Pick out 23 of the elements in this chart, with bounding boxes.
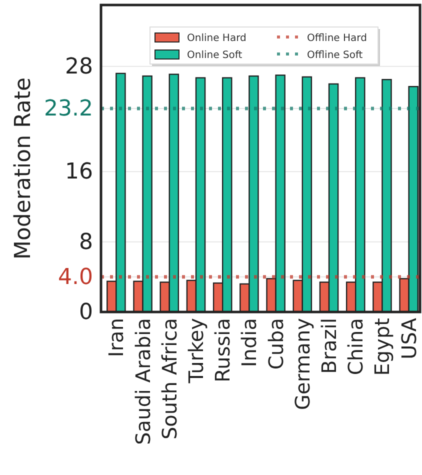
y-tick-label: 28	[65, 54, 93, 80]
y-tick-label: 23.2	[44, 96, 93, 122]
x-tick-label: Iran	[104, 318, 128, 358]
y-tick-label: 8	[79, 230, 93, 255]
x-tick-label: India	[237, 318, 262, 368]
x-tick-label: Turkey	[184, 318, 208, 384]
x-tick-label: Saudi Arabia	[130, 318, 155, 445]
y-tick-label: 0	[79, 300, 93, 326]
x-tick-label: Cuba	[264, 318, 288, 370]
x-tick-label: Russia	[210, 318, 235, 382]
y-tick-label: 4.0	[58, 264, 93, 290]
x-tick-label: China	[344, 318, 368, 376]
legend-label: Offline Soft	[307, 50, 363, 61]
y-tick-label: 16	[65, 160, 93, 185]
x-tick-label: Egypt	[370, 318, 394, 376]
x-tick-label: South Africa	[157, 318, 182, 440]
legend-label: Online Hard	[187, 33, 246, 44]
x-tick-label: Germany	[290, 318, 314, 410]
legend-label: Online Soft	[187, 50, 242, 61]
legend-label: Offline Hard	[307, 33, 367, 44]
x-tick-label: Brazil	[317, 318, 342, 374]
x-tick-label: USA	[396, 318, 421, 360]
y-axis-title: Moderation Rate	[11, 77, 36, 260]
